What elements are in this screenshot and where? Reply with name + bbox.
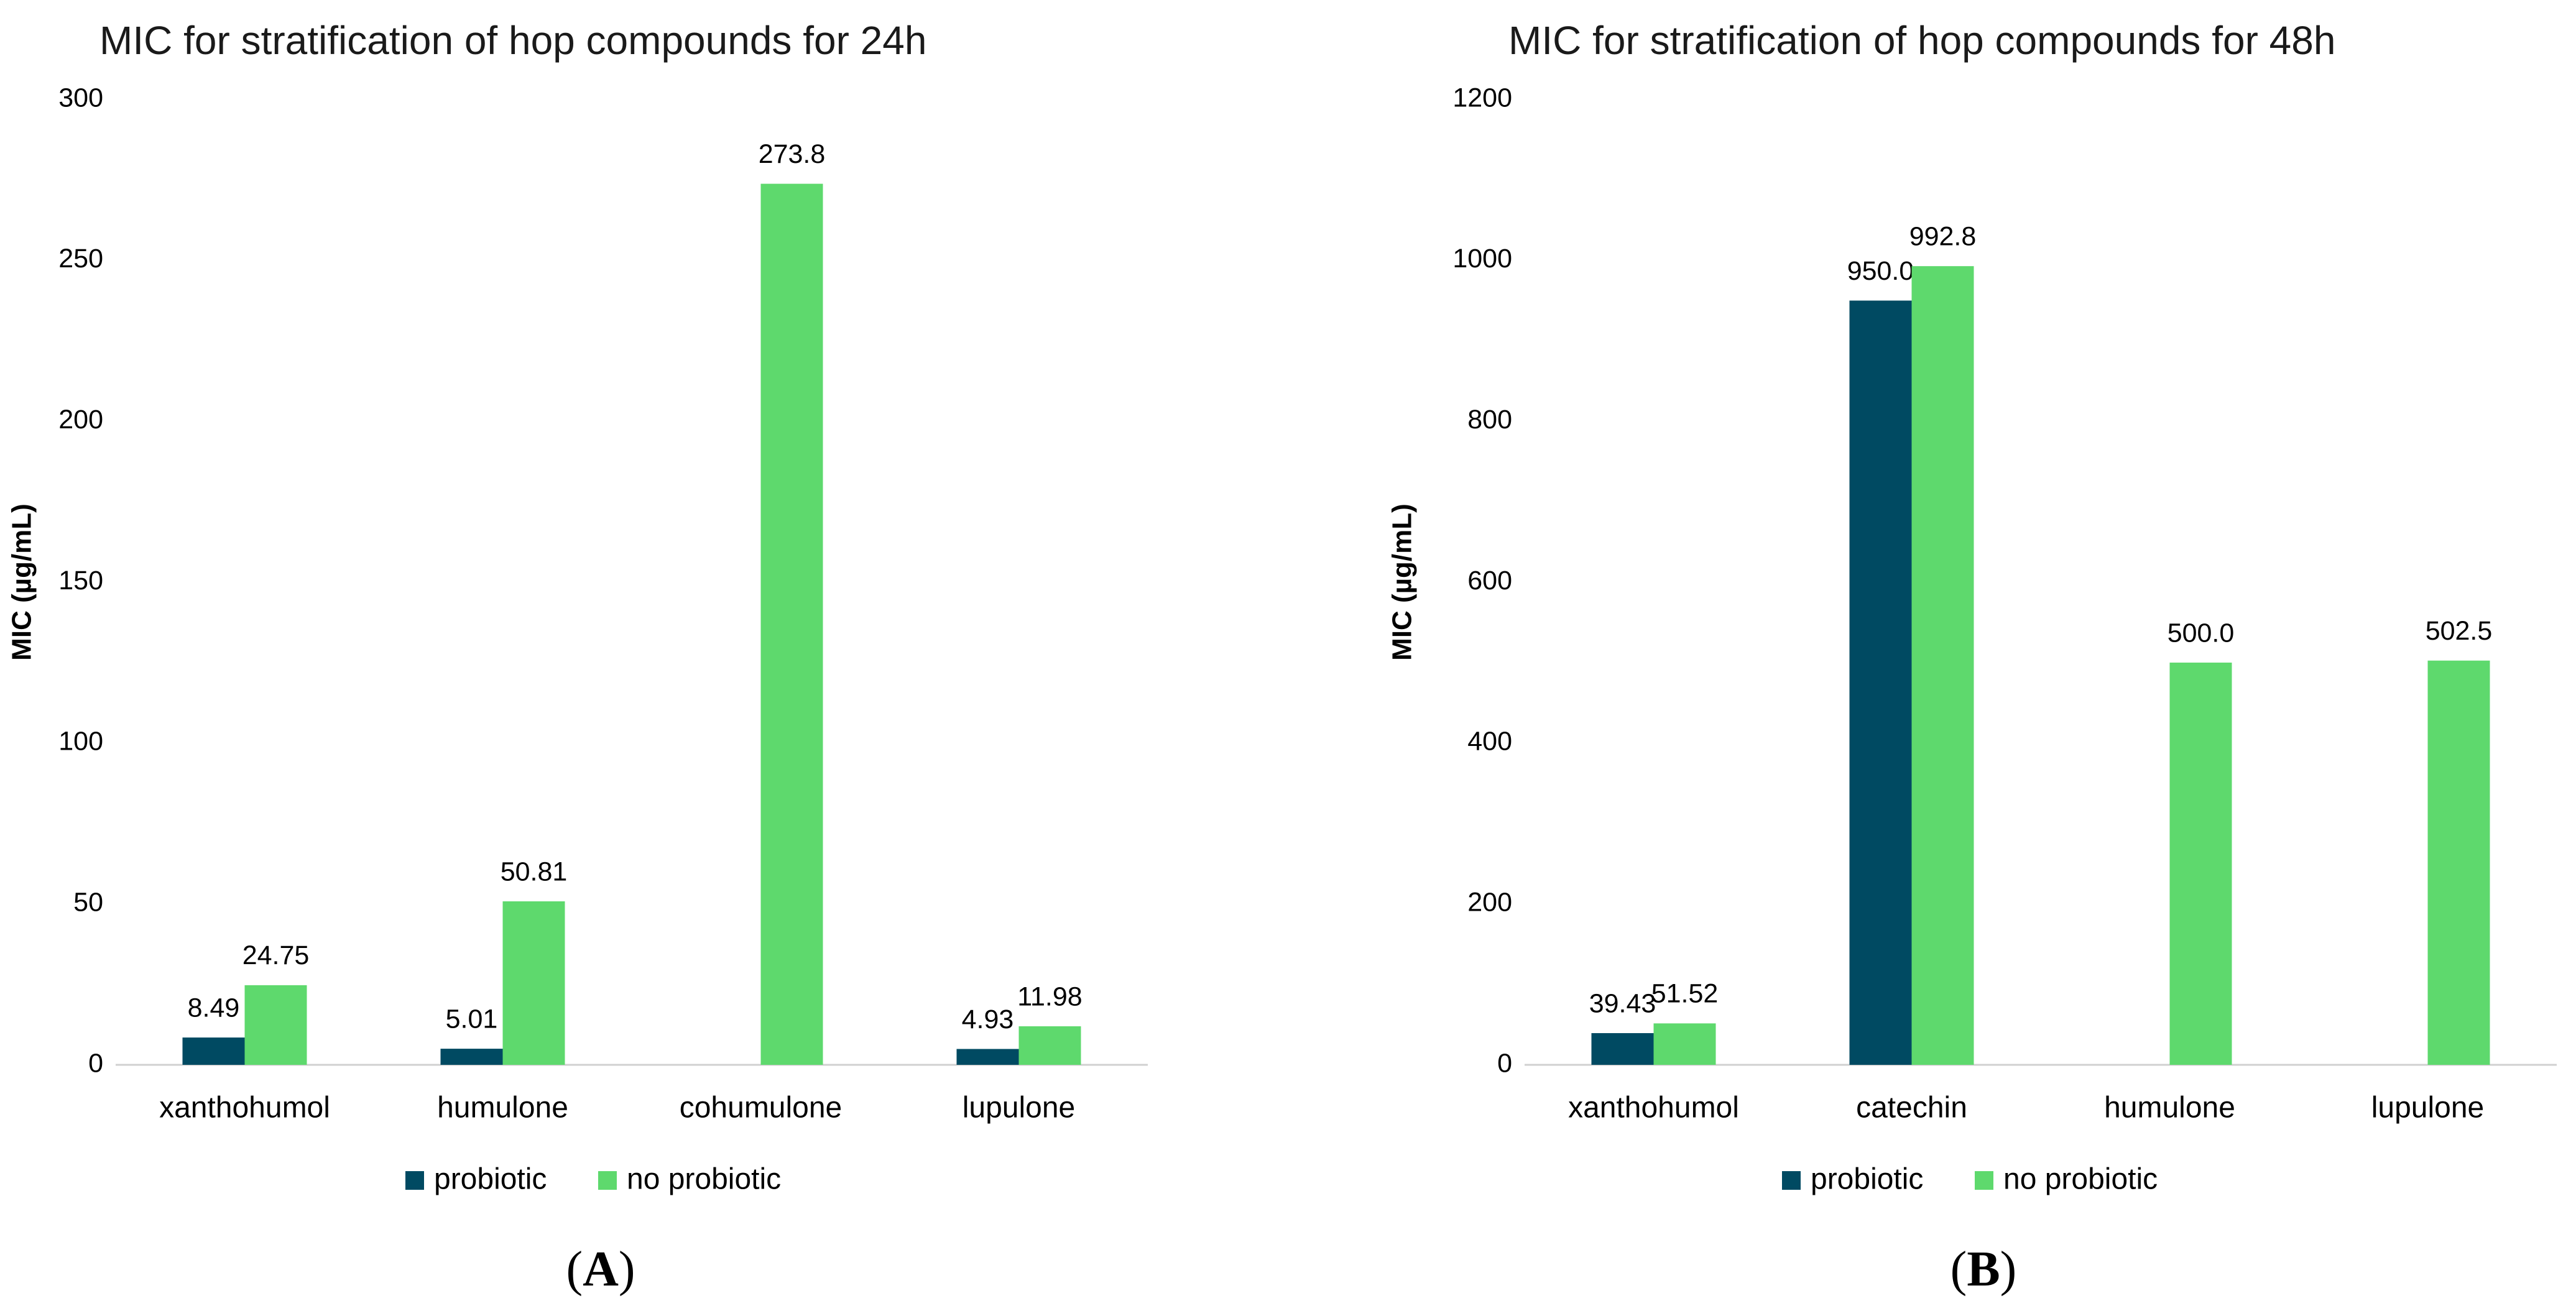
panel-letter: A xyxy=(583,1242,619,1297)
data-label: 992.8 xyxy=(1909,222,1977,252)
bar-probiotic xyxy=(182,1037,245,1065)
x-tick-label: catechin xyxy=(1856,1092,1967,1125)
panel-label: (B) xyxy=(1950,1242,2017,1297)
bar-probiotic xyxy=(1591,1033,1654,1065)
legend-label: no probiotic xyxy=(2003,1163,2158,1196)
bar-no-probiotic xyxy=(244,985,307,1065)
y-axis-label: MIC (µg/mL) xyxy=(7,504,37,661)
bar-probiotic xyxy=(440,1049,503,1065)
bar-no-probiotic xyxy=(502,901,565,1065)
bar-no-probiotic xyxy=(1653,1023,1716,1065)
legend-swatch-no-probiotic xyxy=(1975,1171,1993,1190)
y-tick-label: 50 xyxy=(73,888,103,918)
legend-swatch-no-probiotic xyxy=(598,1171,617,1190)
x-tick-label: xanthohumol xyxy=(1568,1092,1739,1125)
data-label: 8.49 xyxy=(188,993,240,1023)
data-label: 500.0 xyxy=(2167,618,2235,648)
panel-letter: B xyxy=(1967,1242,2000,1297)
data-label: 950.0 xyxy=(1847,256,1914,286)
y-tick-label: 200 xyxy=(1467,888,1512,918)
y-tick-label: 0 xyxy=(1497,1048,1512,1078)
panel-label: (A) xyxy=(566,1242,635,1297)
legend-swatch-probiotic xyxy=(405,1171,424,1190)
legend-label: probiotic xyxy=(434,1163,547,1196)
data-label: 50.81 xyxy=(501,857,568,886)
data-label: 502.5 xyxy=(2426,616,2493,646)
x-tick-label: lupulone xyxy=(2371,1092,2485,1125)
y-tick-label: 250 xyxy=(58,244,103,274)
data-label: 273.8 xyxy=(759,139,826,169)
bar-no-probiotic xyxy=(760,183,823,1065)
x-tick-label: humulone xyxy=(437,1092,568,1125)
chart-title: MIC for stratification of hop compounds … xyxy=(1508,18,2335,63)
data-label: 11.98 xyxy=(1017,982,1082,1011)
chart-panel-a: MIC for stratification of hop compounds … xyxy=(7,18,1148,1297)
y-tick-label: 600 xyxy=(1467,566,1512,596)
y-axis-label: MIC (µg/mL) xyxy=(1387,504,1418,661)
y-tick-label: 100 xyxy=(58,727,103,757)
data-label: 51.52 xyxy=(1651,979,1719,1009)
legend-label: no probiotic xyxy=(627,1163,781,1196)
data-label: 4.93 xyxy=(962,1005,1014,1034)
x-tick-label: cohumulone xyxy=(680,1092,843,1125)
x-tick-label: lupulone xyxy=(963,1092,1076,1125)
x-tick-label: xanthohumol xyxy=(159,1092,330,1125)
y-tick-label: 200 xyxy=(58,405,103,435)
bar-no-probiotic xyxy=(1911,266,1974,1065)
y-tick-label: 1000 xyxy=(1452,244,1512,274)
y-tick-label: 800 xyxy=(1467,405,1512,435)
bar-probiotic xyxy=(1849,300,1912,1065)
y-tick-label: 150 xyxy=(58,566,103,596)
data-label: 5.01 xyxy=(446,1004,498,1034)
legend-swatch-probiotic xyxy=(1782,1171,1801,1190)
y-tick-label: 300 xyxy=(58,83,103,113)
bar-probiotic xyxy=(956,1049,1019,1065)
bar-no-probiotic xyxy=(1018,1026,1081,1065)
data-label: 39.43 xyxy=(1589,988,1656,1018)
y-tick-label: 0 xyxy=(88,1048,103,1078)
x-tick-label: humulone xyxy=(2104,1092,2235,1125)
y-tick-label: 400 xyxy=(1467,727,1512,757)
chart-title: MIC for stratification of hop compounds … xyxy=(99,18,926,63)
data-label: 24.75 xyxy=(242,941,310,970)
bar-no-probiotic xyxy=(2169,662,2232,1065)
legend-label: probiotic xyxy=(1811,1163,1923,1196)
chart-panel-b: MIC for stratification of hop compounds … xyxy=(1387,18,2557,1297)
y-tick-label: 1200 xyxy=(1452,83,1512,113)
bar-no-probiotic xyxy=(2427,660,2490,1065)
